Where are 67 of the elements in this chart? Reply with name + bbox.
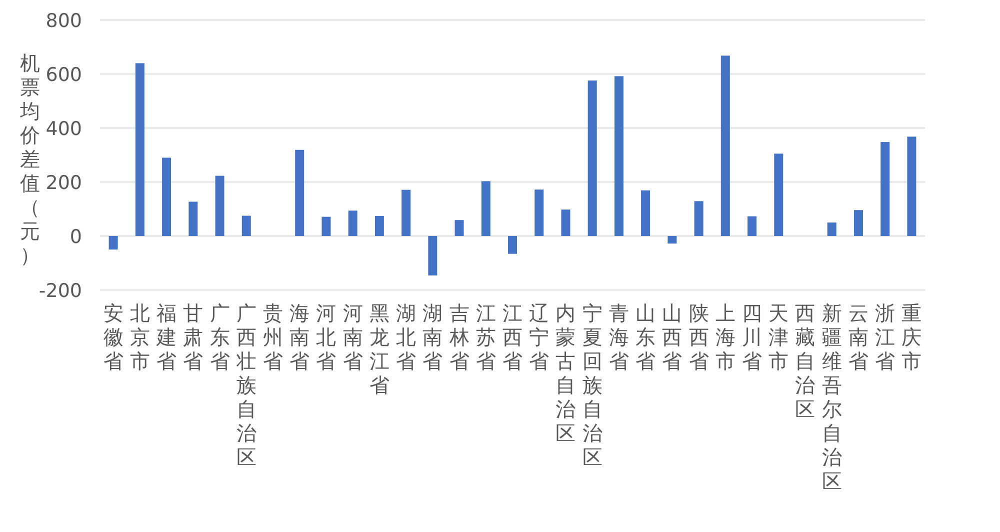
x-tick-label: 辽宁省 <box>529 301 550 373</box>
x-tick-label: 湖南省 <box>422 301 443 373</box>
x-tick-label: 贵州省 <box>262 301 283 373</box>
bar <box>561 210 570 236</box>
x-tick-label: 青海省 <box>608 301 629 373</box>
bar <box>668 236 677 244</box>
bar <box>188 202 198 236</box>
bar <box>215 176 224 236</box>
x-tick-label: 甘肃省 <box>183 301 204 373</box>
bar <box>108 236 118 250</box>
x-tick-label: 新疆维吾尔自治区 <box>822 301 842 493</box>
bar <box>588 80 597 236</box>
x-tick-label: 江苏省 <box>476 301 496 373</box>
bar <box>162 158 172 236</box>
y-tick-label: 400 <box>46 118 82 140</box>
y-tick-label: 600 <box>46 64 82 86</box>
y-tick-label: 0 <box>70 226 82 248</box>
x-tick-label: 河南省 <box>342 301 363 373</box>
x-tick-label: 广西壮族自治区 <box>235 301 256 469</box>
x-tick-label: 云南省 <box>848 301 868 373</box>
bar <box>774 154 784 236</box>
bar <box>614 76 624 236</box>
text: 机票均价差值（元） <box>20 51 40 267</box>
x-tick-label: 山西省 <box>662 301 682 373</box>
x-tick-label: 上海市 <box>715 301 736 373</box>
bar <box>748 216 757 236</box>
x-tick-label: 广东省 <box>210 301 230 373</box>
bar <box>402 190 411 236</box>
bar <box>242 216 251 236</box>
x-tick-label: 天津市 <box>768 301 789 373</box>
x-tick-label: 吉林省 <box>448 301 470 373</box>
bar <box>907 136 916 236</box>
y-tick-label: 800 <box>46 10 82 32</box>
bar <box>534 190 544 236</box>
bar <box>295 150 304 236</box>
x-tick-label: 内蒙古自治区 <box>556 301 576 445</box>
x-tick-label: 山东省 <box>636 301 656 373</box>
x-tick-label: 湖北省 <box>396 301 416 373</box>
x-tick-label: 宁夏回族自治区 <box>582 301 602 469</box>
x-tick-label: 海南省 <box>290 301 310 373</box>
bar <box>322 216 331 236</box>
bar <box>854 210 863 236</box>
bar <box>694 201 704 236</box>
bar <box>880 142 890 236</box>
x-tick-label: 安徽省 <box>103 301 124 373</box>
bar <box>481 181 490 236</box>
bar <box>454 220 464 236</box>
bar <box>508 236 517 254</box>
bar <box>374 216 384 236</box>
bar <box>641 190 650 236</box>
bar <box>348 210 358 236</box>
x-tick-label: 江西省 <box>502 301 522 373</box>
y-tick-label: -200 <box>38 280 82 302</box>
y-tick-label: 200 <box>46 172 82 194</box>
x-tick-label: 黑龙江省 <box>369 301 390 397</box>
x-tick-label: 陕西省 <box>688 301 709 373</box>
x-tick-label: 北京市 <box>130 301 150 373</box>
x-tick-label: 西藏自治区 <box>795 301 816 421</box>
bar <box>827 222 836 236</box>
x-tick-label: 四川省 <box>742 301 762 373</box>
x-tick-label: 河北省 <box>316 301 336 373</box>
bar <box>135 63 144 236</box>
bar <box>720 56 730 236</box>
x-tick-label: 福建省 <box>156 301 177 373</box>
x-tick-label: 浙江省 <box>875 301 896 373</box>
x-tick-label: 重庆市 <box>902 301 922 373</box>
bar <box>428 236 438 276</box>
